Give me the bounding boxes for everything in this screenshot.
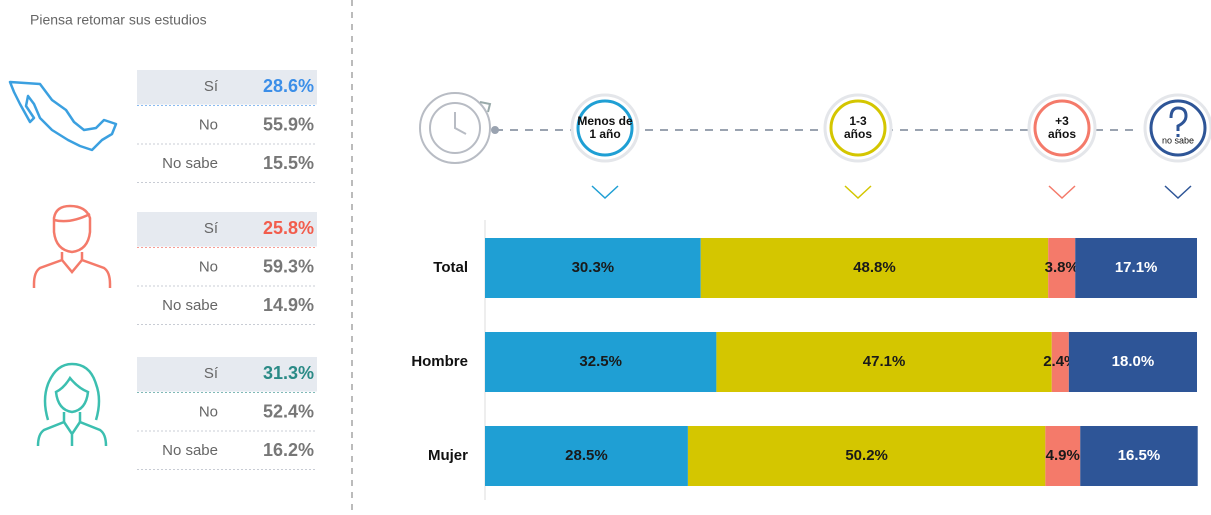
legend-ring xyxy=(1033,99,1091,157)
row-highlight xyxy=(137,70,317,105)
row-value: 52.4% xyxy=(263,402,314,422)
row-label: No sabe xyxy=(162,297,218,314)
bar-segment xyxy=(1068,332,1197,392)
y-tick-label: Mujer xyxy=(428,447,468,464)
bar-segment xyxy=(716,332,1052,392)
bar-label: 28.5% xyxy=(565,447,608,464)
legend-chevron xyxy=(591,185,619,200)
bar-label: 30.3% xyxy=(572,259,615,276)
clock-icon xyxy=(419,92,492,164)
row-value: 28.6% xyxy=(263,76,314,96)
legend-ring xyxy=(829,99,887,157)
row-label: Sí xyxy=(204,365,219,382)
question-icon xyxy=(1169,106,1188,137)
row-highlight xyxy=(137,357,317,392)
row-label: No xyxy=(199,117,218,134)
row-value: 14.9% xyxy=(263,295,314,315)
legend-label: 1-3 años xyxy=(843,114,872,141)
bar-label: 50.2% xyxy=(845,447,888,464)
bar-label: 3.8% xyxy=(1045,259,1079,276)
bar-segment xyxy=(485,426,688,486)
woman-icon xyxy=(36,362,108,447)
legend-ring xyxy=(576,99,634,157)
legend-label: no sabe xyxy=(1161,135,1195,146)
row-value: 15.5% xyxy=(263,153,314,173)
bar-label: 18.0% xyxy=(1112,353,1155,370)
bar-segment xyxy=(485,238,701,298)
row-value: 55.9% xyxy=(263,115,314,135)
y-tick-label: Hombre xyxy=(411,353,468,370)
legend-label: +3 años xyxy=(1047,114,1076,141)
row-label: Sí xyxy=(204,220,219,237)
bar-segment xyxy=(1075,238,1197,298)
bar-segment xyxy=(1080,426,1198,486)
y-tick-label: Total xyxy=(433,259,468,276)
mexico-icon xyxy=(8,80,118,152)
bar-label: 4.9% xyxy=(1046,447,1080,464)
row-value: 59.3% xyxy=(263,257,314,277)
bar-segment xyxy=(1051,332,1069,392)
row-value: 16.2% xyxy=(263,440,314,460)
row-highlight xyxy=(137,212,317,247)
legend-label: Menos de 1 año xyxy=(577,114,633,141)
legend-chevron xyxy=(1048,185,1076,200)
panel-title: Piensa retomar sus estudios xyxy=(30,12,207,28)
bar-segment xyxy=(485,332,717,392)
timeline-dot xyxy=(491,126,499,134)
legend-chevron xyxy=(844,185,872,200)
row-value: 31.3% xyxy=(263,363,314,383)
row-label: Sí xyxy=(204,78,219,95)
bar-segment xyxy=(687,426,1046,486)
row-label: No xyxy=(199,404,218,421)
row-label: No xyxy=(199,259,218,276)
bar-label: 17.1% xyxy=(1115,259,1158,276)
bar-label: 32.5% xyxy=(579,353,622,370)
legend-chevron xyxy=(1164,185,1192,200)
bar-segment xyxy=(700,238,1049,298)
bar-label: 16.5% xyxy=(1118,447,1161,464)
man-icon xyxy=(32,204,112,288)
bar-label: 48.8% xyxy=(853,259,896,276)
row-label: No sabe xyxy=(162,155,218,172)
bar-segment xyxy=(1048,238,1076,298)
bar-label: 47.1% xyxy=(863,353,906,370)
row-value: 25.8% xyxy=(263,218,314,238)
bar-segment xyxy=(1045,426,1081,486)
row-label: No sabe xyxy=(162,442,218,459)
